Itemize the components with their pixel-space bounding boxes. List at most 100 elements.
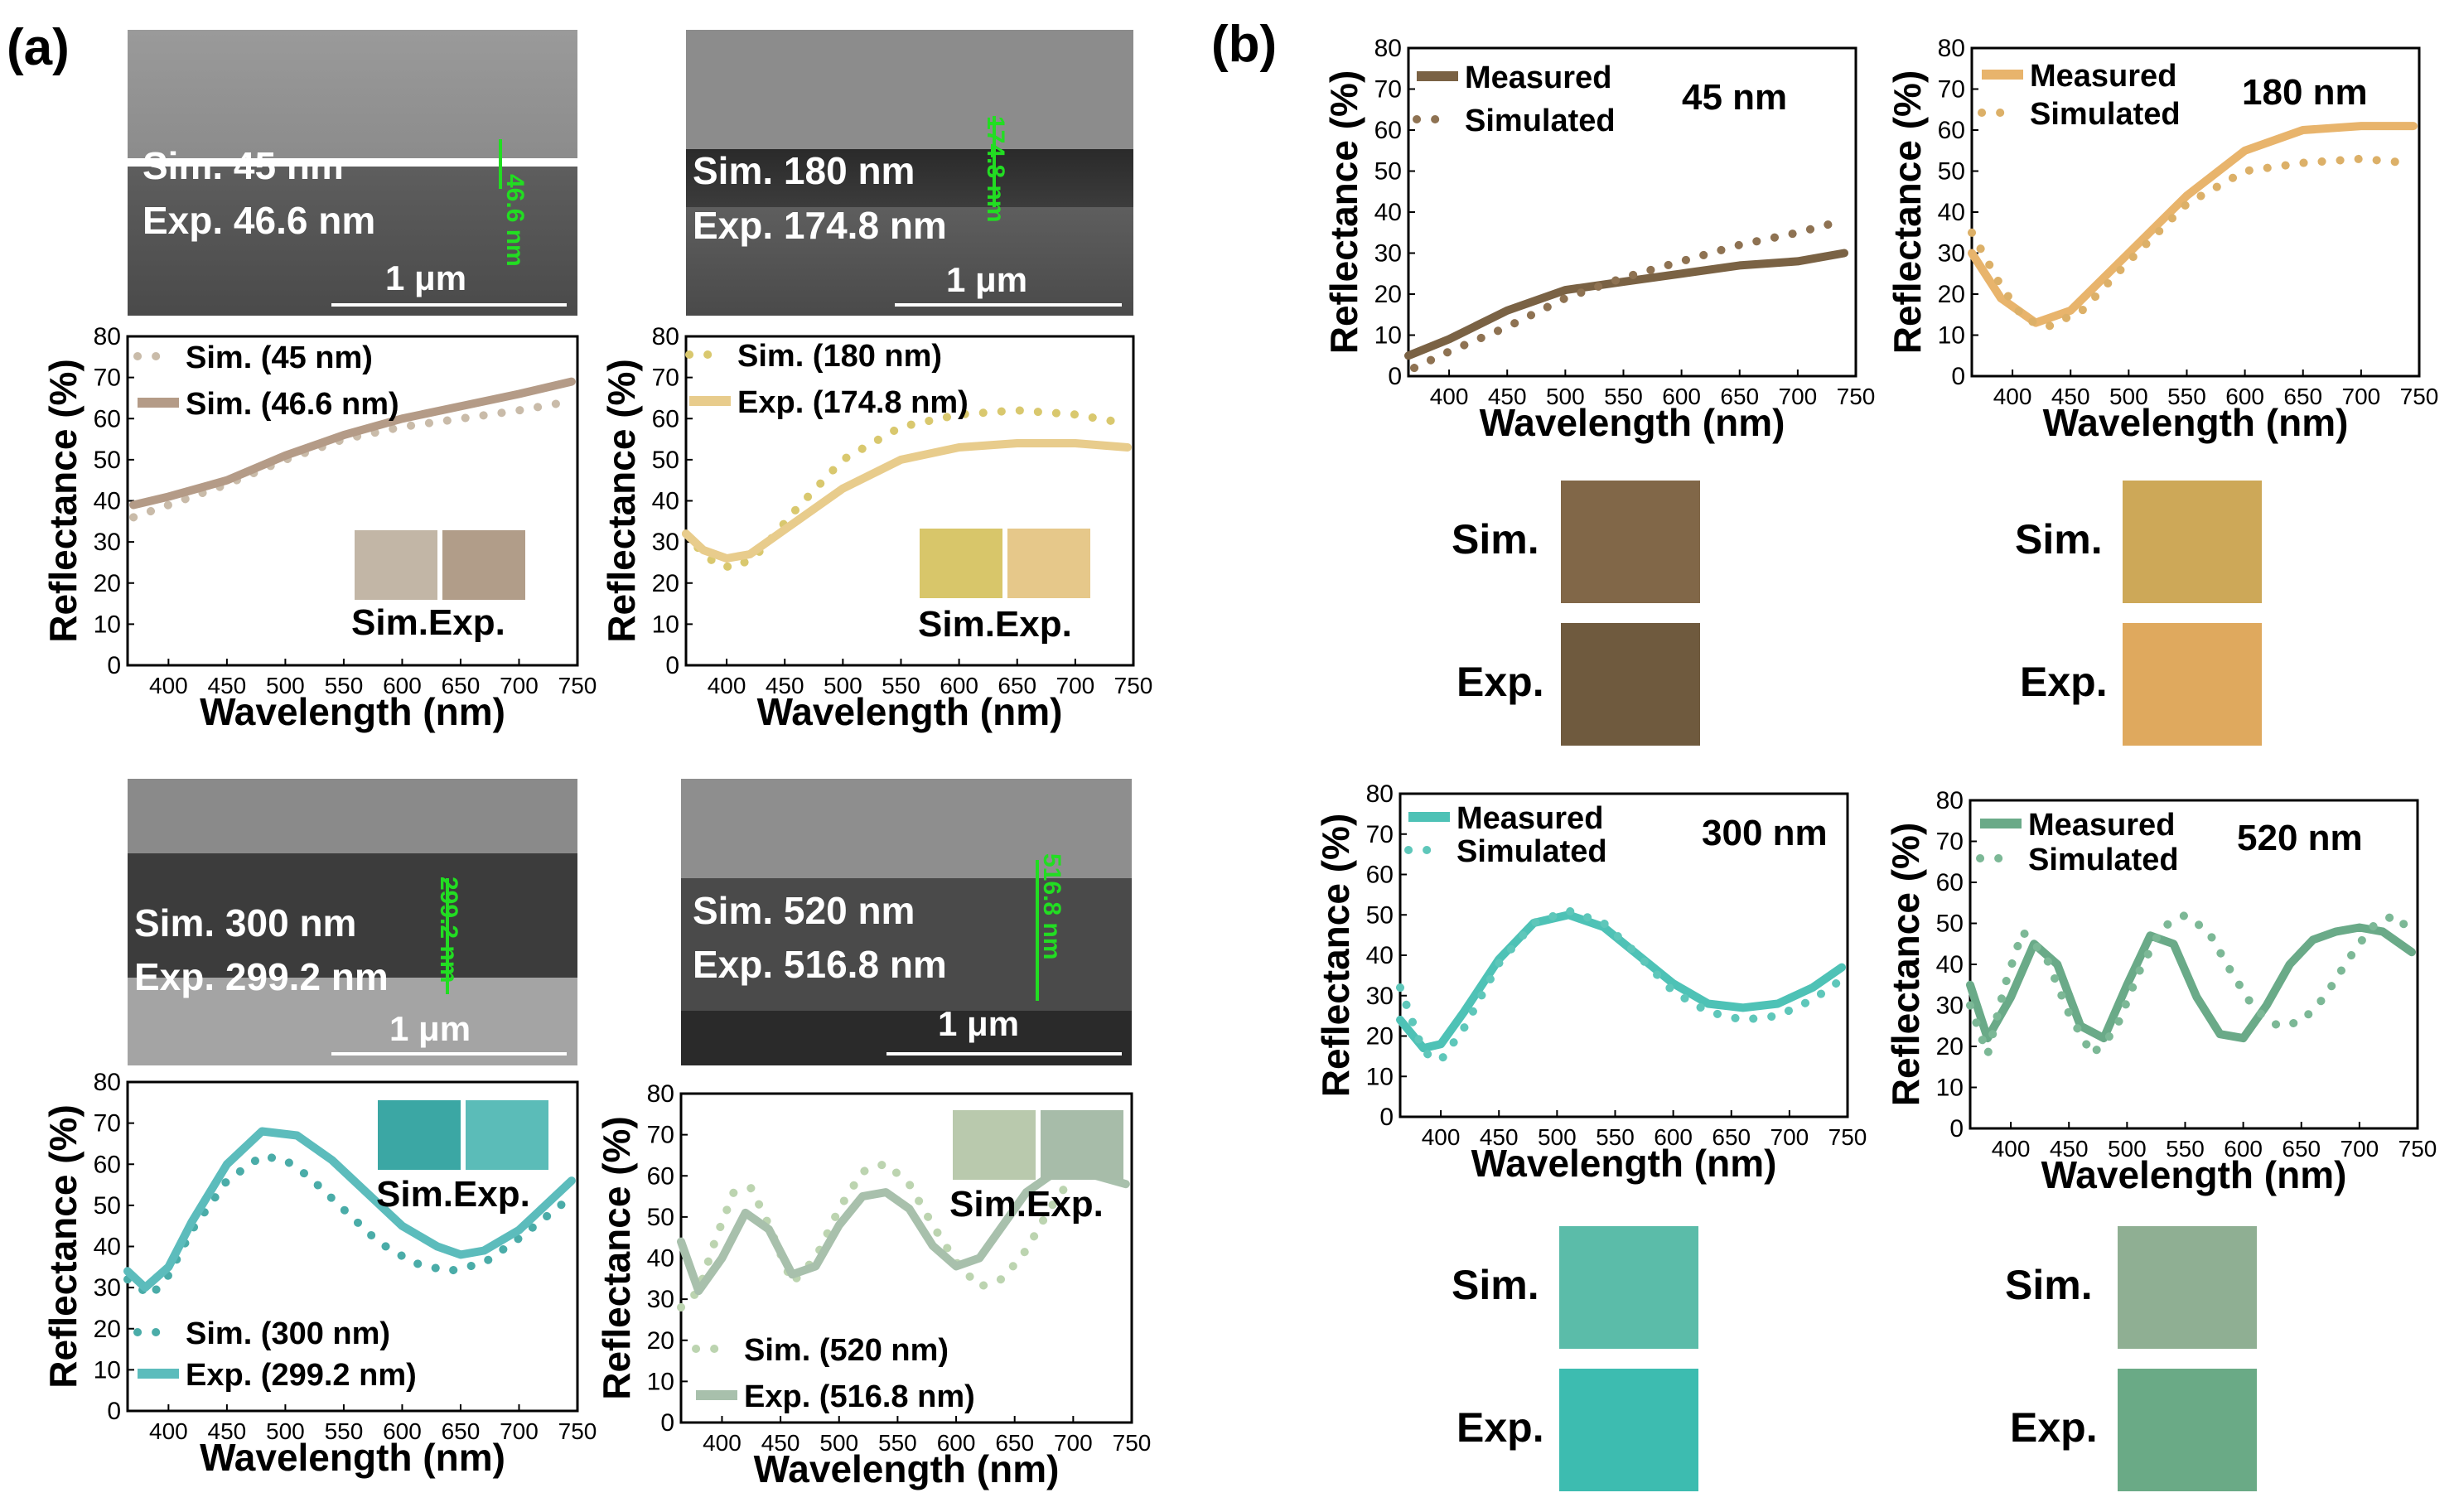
y-tick-label: 50 xyxy=(94,1192,121,1220)
x-tick-label: 550 xyxy=(325,673,364,698)
y-tick-label: 50 xyxy=(647,1204,674,1231)
legend-label: Sim. (300 nm) xyxy=(186,1316,390,1351)
color-swatch-exp xyxy=(466,1100,548,1170)
y-tick-label: 80 xyxy=(1938,35,1965,62)
x-axis-label: Wavelength (nm) xyxy=(2041,1153,2347,1196)
y-tick-label: 0 xyxy=(107,1398,121,1425)
x-tick-label: 500 xyxy=(2109,384,2148,409)
y-tick-label: 30 xyxy=(1366,983,1394,1010)
legend-label: Simulated xyxy=(1456,834,1607,869)
scale-label: 1 μm xyxy=(946,260,1027,299)
y-tick-label: 10 xyxy=(1936,1075,1964,1102)
sem-image-520nm: 516.8 nm Sim. 520 nm Exp. 516.8 nm 1 μm xyxy=(681,779,1132,1065)
scale-label: 1 μm xyxy=(385,258,466,297)
x-tick-label: 450 xyxy=(761,1430,800,1456)
x-tick-label: 650 xyxy=(995,1430,1034,1456)
panel-label-b: (b) xyxy=(1211,16,1277,73)
y-tick-label: 40 xyxy=(1936,951,1964,978)
y-tick-label: 20 xyxy=(1938,281,1965,308)
x-tick-label: 750 xyxy=(1113,1430,1152,1456)
x-tick-label: 400 xyxy=(703,1430,742,1456)
x-tick-label: 450 xyxy=(1488,384,1527,409)
x-tick-label: 700 xyxy=(500,1418,539,1444)
legend-label: Measured xyxy=(1465,60,1611,95)
x-tick-label: 700 xyxy=(1056,673,1095,698)
legend-label: Exp. (174.8 nm) xyxy=(737,385,969,420)
y-tick-label: 0 xyxy=(660,1409,674,1437)
y-tick-label: 50 xyxy=(1374,158,1402,186)
x-tick-label: 650 xyxy=(2282,1136,2321,1162)
y-tick-label: 70 xyxy=(94,1110,121,1138)
y-tick-label: 20 xyxy=(1936,1033,1964,1060)
x-tick-label: 750 xyxy=(1837,384,1876,409)
y-tick-label: 0 xyxy=(1379,1104,1394,1131)
color-swatch-exp xyxy=(1561,623,1700,746)
y-tick-label: 50 xyxy=(1366,901,1394,929)
series-line-solid xyxy=(129,377,576,510)
y-tick-label: 80 xyxy=(1366,780,1394,808)
x-tick-label: 750 xyxy=(1114,673,1153,698)
x-tick-label: 650 xyxy=(442,1418,481,1444)
x-tick-label: 500 xyxy=(1538,1124,1577,1150)
x-tick-label: 450 xyxy=(2051,384,2090,409)
series-line-solid xyxy=(1404,249,1848,360)
y-tick-label: 70 xyxy=(1366,821,1394,848)
sem-sim-label: Sim. 180 nm xyxy=(693,149,915,192)
legend-label: Simulated xyxy=(2028,843,2179,877)
y-tick-label: 50 xyxy=(1938,158,1965,186)
color-swatch-exp xyxy=(1559,1369,1698,1491)
sem-measure: 174.8 nm xyxy=(982,116,1009,222)
y-tick-label: 20 xyxy=(652,570,679,597)
chart-a1: 0 10 20 30 40 50 60 70 80 400 450 500 550 600 650 700 75… xyxy=(41,323,597,733)
x-tick-label: 600 xyxy=(383,673,422,698)
y-tick-label: 80 xyxy=(94,323,121,350)
x-tick-label: 550 xyxy=(882,673,920,698)
swatch-label-exp: Exp. xyxy=(2020,659,2108,705)
y-tick-label: 30 xyxy=(1374,240,1402,268)
y-tick-label: 80 xyxy=(1936,787,1964,814)
x-tick-label: 550 xyxy=(878,1430,917,1456)
series-line-dotted xyxy=(682,406,1126,571)
color-swatch-sim xyxy=(355,530,437,600)
swatch-label-exp: Exp. xyxy=(1456,1404,1544,1451)
x-tick-label: 450 xyxy=(208,1418,247,1444)
y-tick-label: 10 xyxy=(1366,1063,1394,1090)
x-tick-label: 500 xyxy=(2108,1136,2147,1162)
y-tick-label: 60 xyxy=(1936,869,1964,896)
swatch-caption: Sim.Exp. xyxy=(949,1184,1104,1225)
x-tick-label: 550 xyxy=(1604,384,1643,409)
x-tick-label: 600 xyxy=(937,1430,976,1456)
x-tick-label: 400 xyxy=(149,673,188,698)
y-tick-label: 20 xyxy=(1366,1023,1394,1051)
color-swatch-exp xyxy=(2123,623,2262,746)
y-tick-label: 30 xyxy=(647,1286,674,1313)
series-line-solid xyxy=(123,1127,576,1292)
y-tick-label: 60 xyxy=(1938,117,1965,144)
y-tick-label: 40 xyxy=(1374,199,1402,226)
series-line-dotted xyxy=(1410,215,1848,373)
x-tick-label: 750 xyxy=(558,1418,597,1444)
series-line-dotted xyxy=(129,398,570,522)
x-tick-label: 450 xyxy=(766,673,804,698)
swatch-caption: Sim.Exp. xyxy=(351,602,505,643)
y-axis-label: Reflectance (%) xyxy=(41,1104,85,1389)
swatch-label-exp: Exp. xyxy=(2010,1404,2098,1451)
swatch-label-sim: Sim. xyxy=(2005,1262,2093,1308)
chart-title: 300 nm xyxy=(1702,813,1828,853)
color-swatch-sim xyxy=(1561,481,1700,603)
x-tick-label: 450 xyxy=(1480,1124,1519,1150)
x-tick-label: 700 xyxy=(1770,1124,1809,1150)
x-axis-label: Wavelength (nm) xyxy=(2043,401,2349,444)
color-swatch-sim xyxy=(2123,481,2262,603)
series-line-solid xyxy=(682,439,1132,563)
legend-label: Exp. (299.2 nm) xyxy=(186,1358,417,1393)
swatch-block-b4: Sim. Exp. xyxy=(2005,1226,2257,1491)
y-tick-label: 70 xyxy=(647,1122,674,1149)
legend-label: Measured xyxy=(2030,59,2176,94)
y-tick-label: 60 xyxy=(652,405,679,432)
y-tick-label: 50 xyxy=(1936,911,1964,938)
y-tick-label: 10 xyxy=(652,611,679,638)
y-tick-label: 60 xyxy=(94,405,121,432)
legend-label: Measured xyxy=(2028,808,2175,843)
